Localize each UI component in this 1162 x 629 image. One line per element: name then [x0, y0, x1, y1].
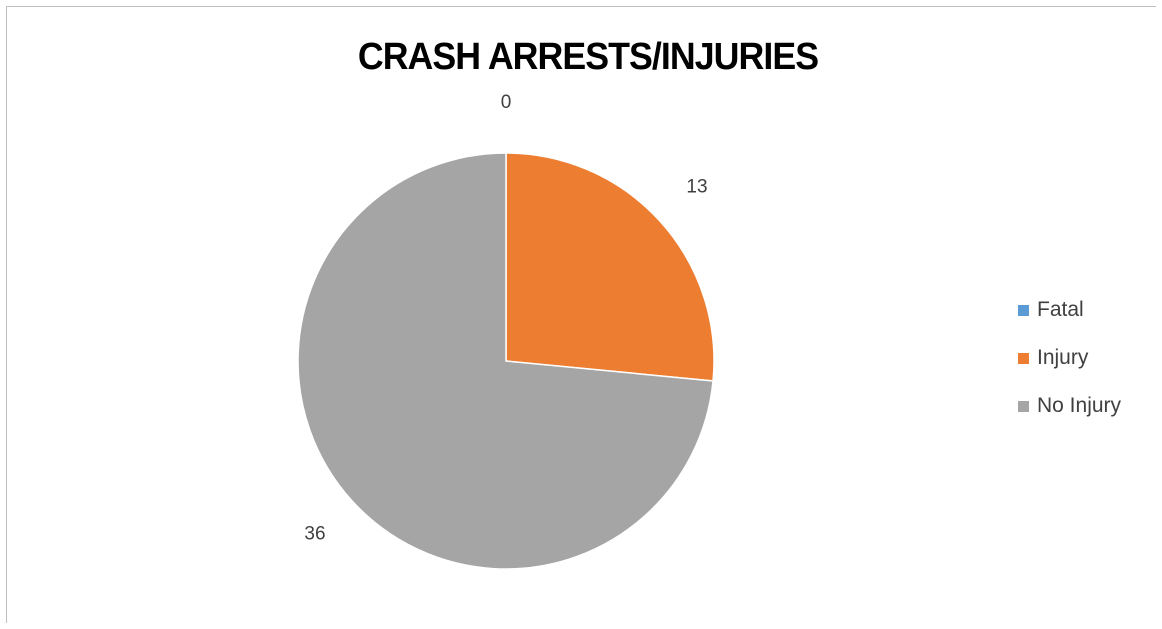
chart-title: CRASH ARRESTS/INJURIES: [357, 36, 819, 78]
pie-slice-no-injury: [297, 152, 714, 570]
legend-swatch: [1018, 304, 1029, 316]
legend-item-no-injury: No Injury: [1018, 394, 1158, 418]
legend-swatch: [1018, 352, 1029, 364]
data-label-fatal: 0: [501, 92, 512, 113]
legend: Fatal Injury No Injury: [1018, 298, 1158, 442]
legend-label: No Injury: [1037, 394, 1122, 417]
data-label-injury: 13: [686, 177, 707, 198]
legend-label: Injury: [1037, 346, 1089, 369]
legend-swatch: [1018, 400, 1029, 412]
data-label-no-injury: 36: [304, 524, 325, 545]
legend-item-injury: Injury: [1018, 346, 1158, 370]
legend-label: Fatal: [1037, 298, 1084, 321]
pie-slice-injury: [505, 152, 715, 382]
legend-item-fatal: Fatal: [1018, 298, 1158, 322]
